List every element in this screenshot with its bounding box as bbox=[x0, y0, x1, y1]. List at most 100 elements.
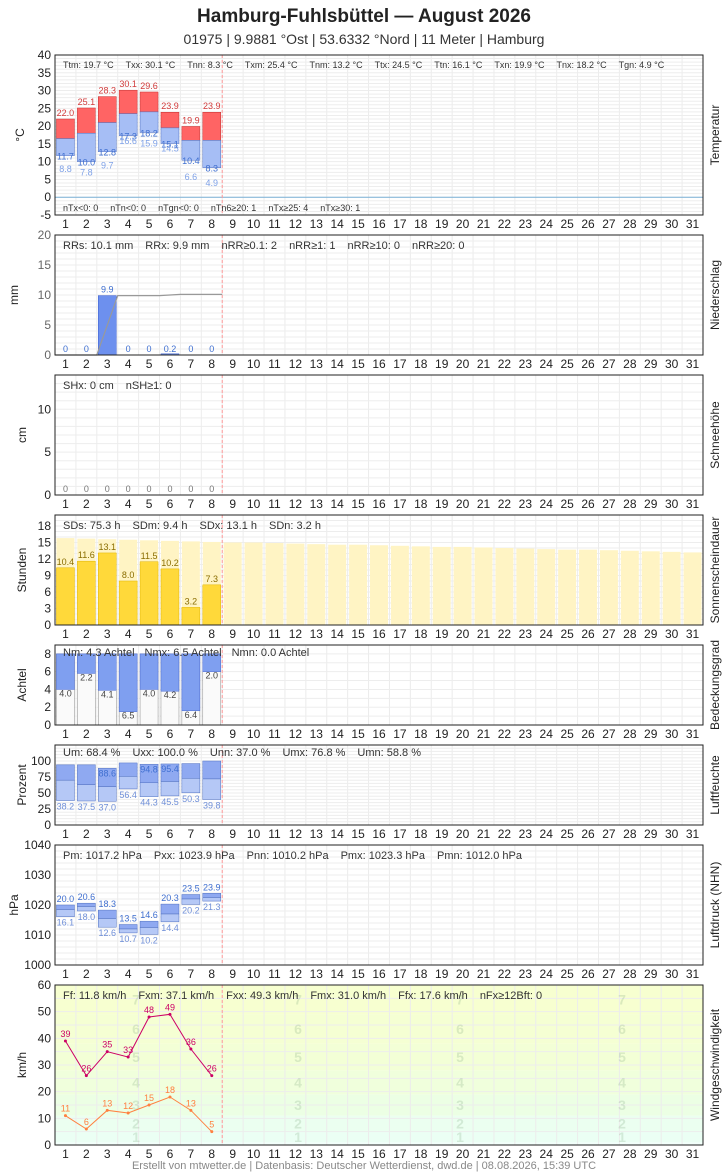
sun-label: 8.0 bbox=[122, 570, 135, 580]
x-tick-label: 20 bbox=[456, 827, 470, 841]
x-tick-label: 9 bbox=[229, 727, 236, 741]
stat-label: Ttn: 16.1 °C bbox=[434, 60, 483, 70]
x-tick-label: 9 bbox=[229, 827, 236, 841]
pressure-min-bar bbox=[139, 927, 159, 935]
x-tick-label: 14 bbox=[331, 1147, 345, 1161]
temp-max-label: 22.0 bbox=[57, 108, 75, 118]
x-tick-label: 25 bbox=[560, 217, 574, 231]
stat-label: Ttm: 19.7 °C bbox=[63, 60, 114, 70]
x-tick-label: 16 bbox=[372, 497, 386, 511]
temp-min-bar bbox=[160, 127, 180, 144]
wind-gust-point bbox=[168, 1012, 172, 1016]
precip-label: 0 bbox=[147, 344, 152, 354]
snow-label: 0 bbox=[167, 484, 172, 494]
x-tick-label: 11 bbox=[268, 217, 281, 231]
y-tick-label: 4 bbox=[44, 682, 51, 696]
x-tick-label: 22 bbox=[498, 497, 512, 511]
x-tick-label: 30 bbox=[665, 497, 679, 511]
temp-min-bar bbox=[118, 113, 138, 136]
y-tick-label: 35 bbox=[38, 66, 52, 80]
wind-mean-label: 5 bbox=[209, 1120, 214, 1130]
beaufort-band bbox=[55, 1142, 703, 1145]
y-tick-label: 6 bbox=[44, 585, 51, 599]
x-tick-label: 24 bbox=[540, 627, 554, 641]
precip-label: 0 bbox=[188, 344, 193, 354]
plot-border bbox=[54, 744, 704, 826]
x-tick-label: 1 bbox=[62, 217, 69, 231]
y-tick-label: 30 bbox=[38, 1058, 52, 1072]
pressure-max-label: 13.5 bbox=[119, 914, 137, 924]
plot-border bbox=[54, 844, 704, 966]
pressure-min-label: 20.2 bbox=[182, 905, 200, 915]
x-tick-label: 8 bbox=[208, 967, 215, 981]
y-tick-label: 30 bbox=[38, 84, 52, 98]
x-tick-label: 27 bbox=[602, 827, 616, 841]
snow-label: 0 bbox=[63, 484, 68, 494]
temp-min-bar bbox=[181, 140, 201, 161]
sun-bar bbox=[56, 567, 75, 626]
plot-border bbox=[54, 374, 704, 496]
temp-min-label: 10.0 bbox=[78, 158, 96, 168]
temp-max-bar bbox=[118, 89, 138, 114]
y-tick-label: 5 bbox=[44, 172, 51, 186]
stat-label: Pm: 1017.2 hPa bbox=[63, 850, 143, 862]
x-tick-label: 24 bbox=[540, 1147, 554, 1161]
x-tick-label: 30 bbox=[665, 967, 679, 981]
x-tick-label: 3 bbox=[104, 727, 111, 741]
beaufort-band bbox=[55, 1070, 703, 1095]
stat-label: Pmx: 1023.3 hPa bbox=[341, 850, 426, 862]
y-tick-label: 15 bbox=[38, 536, 52, 550]
x-tick-label: 25 bbox=[560, 357, 574, 371]
cloud-bar bbox=[98, 653, 117, 691]
snow-label: 0 bbox=[126, 484, 131, 494]
x-tick-label: 24 bbox=[540, 357, 554, 371]
humidity-min-bar bbox=[181, 778, 201, 794]
beaufort-label: 6 bbox=[294, 1021, 302, 1037]
precip-label: 9.9 bbox=[101, 285, 114, 295]
x-tick-label: 10 bbox=[247, 357, 261, 371]
y-tick-label: 6 bbox=[44, 665, 51, 679]
x-tick-label: 29 bbox=[644, 727, 658, 741]
temp-max-bar bbox=[202, 111, 222, 141]
stat-label: Ffx: 17.6 km/h bbox=[398, 990, 468, 1002]
x-tick-label: 31 bbox=[686, 357, 700, 371]
beaufort-label: 1 bbox=[456, 1129, 464, 1145]
x-tick-label: 29 bbox=[644, 217, 658, 231]
x-tick-label: 13 bbox=[310, 727, 324, 741]
y-axis-label: Stunden bbox=[15, 548, 29, 593]
y-axis-label: cm bbox=[15, 427, 29, 443]
snow-label: 0 bbox=[84, 484, 89, 494]
x-tick-label: 22 bbox=[498, 1147, 512, 1161]
x-tick-label: 18 bbox=[414, 357, 428, 371]
x-tick-label: 10 bbox=[247, 627, 261, 641]
x-tick-label: 21 bbox=[477, 967, 491, 981]
pressure-min-label: 12.6 bbox=[98, 928, 116, 938]
pressure-min-bar bbox=[202, 897, 222, 902]
stat-label: SHx: 0 cm bbox=[63, 380, 114, 392]
x-tick-label: 23 bbox=[519, 1147, 533, 1161]
snow-label: 0 bbox=[209, 484, 214, 494]
beaufort-label: 4 bbox=[618, 1074, 626, 1090]
x-tick-label: 5 bbox=[146, 727, 153, 741]
panel-wind-bands bbox=[55, 985, 703, 1145]
x-tick-label: 13 bbox=[310, 1147, 324, 1161]
temp-min-label: 12.8 bbox=[98, 148, 116, 158]
y-tick-label: 15 bbox=[38, 258, 52, 272]
x-tick-label: 22 bbox=[498, 217, 512, 231]
x-tick-label: 23 bbox=[519, 727, 533, 741]
x-tick-label: 17 bbox=[393, 967, 407, 981]
x-tick-label: 1 bbox=[62, 827, 69, 841]
x-tick-label: 12 bbox=[289, 497, 303, 511]
plot-border bbox=[54, 984, 704, 1146]
stat-label: Fmx: 31.0 km/h bbox=[310, 990, 386, 1002]
stat-label: Uxx: 100.0 % bbox=[132, 747, 198, 759]
x-tick-label: 25 bbox=[560, 727, 574, 741]
wind-mean-point bbox=[210, 1130, 214, 1134]
pressure-min-label: 10.7 bbox=[119, 934, 137, 944]
wind-mean-point bbox=[84, 1127, 88, 1131]
x-tick-label: 6 bbox=[167, 497, 174, 511]
pressure-min-bar bbox=[77, 906, 96, 912]
wind-mean-label: 6 bbox=[84, 1117, 89, 1127]
stat-label: nTx≥25: 4 bbox=[268, 203, 308, 213]
